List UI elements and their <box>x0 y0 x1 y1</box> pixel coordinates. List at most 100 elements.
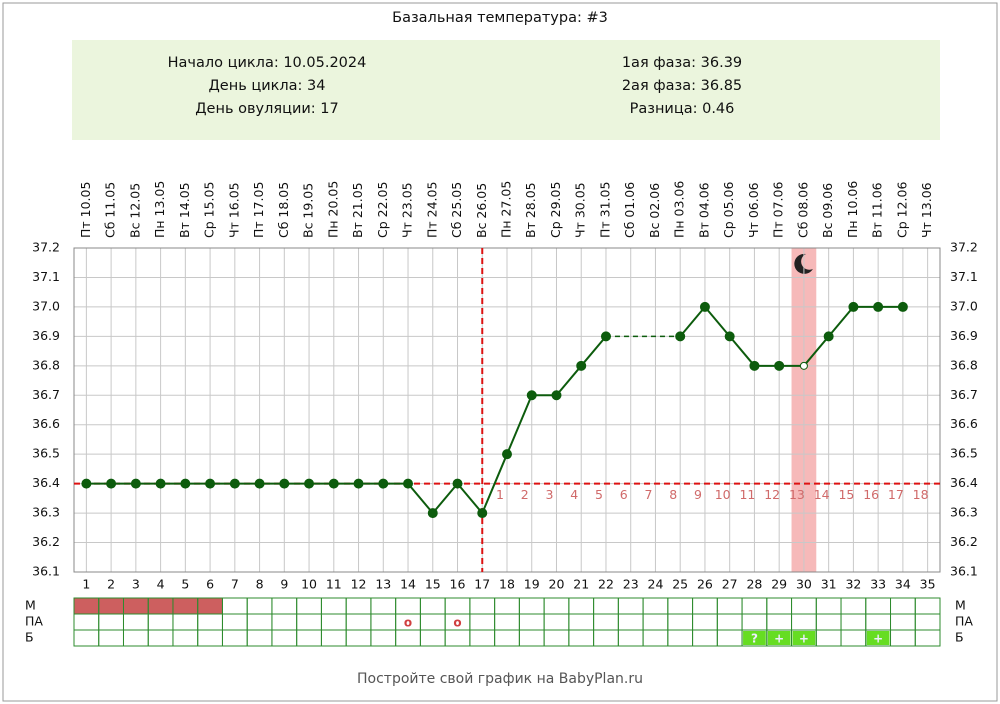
row-cell <box>593 597 619 615</box>
row-cell <box>98 613 124 631</box>
row-cell <box>444 629 471 647</box>
row-cell <box>593 629 619 647</box>
row-cell <box>766 613 793 631</box>
row-cell <box>791 613 817 631</box>
x-tick-label: 22 <box>598 577 614 592</box>
row-fill <box>123 598 149 614</box>
y-tick-label: 36.4 <box>32 475 60 490</box>
row-mark: о <box>404 616 412 630</box>
row-cell <box>246 613 273 631</box>
date-label: Чт 23.05 <box>400 182 415 238</box>
row-cell <box>395 629 421 647</box>
date-label: Ср 05.06 <box>721 182 736 238</box>
row-cell <box>642 629 669 647</box>
temperature-point <box>799 361 808 370</box>
row-mark: + <box>799 632 809 646</box>
row-fill <box>148 598 173 614</box>
temperature-point <box>774 360 785 371</box>
row-cell <box>865 613 892 631</box>
row-cell <box>543 597 570 615</box>
temperature-point <box>551 390 562 401</box>
x-tick-label: 14 <box>400 577 416 592</box>
temperature-point <box>279 478 290 489</box>
phase2-day: 12 <box>764 487 780 502</box>
row-mark-bg <box>767 631 791 645</box>
row-cell <box>345 597 372 615</box>
row-cell <box>642 597 669 615</box>
row-mark-bg <box>743 631 766 645</box>
x-tick-label: 1 <box>82 577 90 592</box>
temperature-point <box>304 478 315 489</box>
date-label: Чт 06.06 <box>746 182 761 238</box>
x-tick-label: 30 <box>796 577 812 592</box>
row-cell <box>172 629 199 647</box>
row-cell <box>617 597 644 615</box>
x-tick-label: 33 <box>870 577 886 592</box>
x-tick-label: 9 <box>280 577 288 592</box>
row-cell <box>271 629 298 647</box>
temperature-line <box>679 305 903 367</box>
row-mark: ? <box>751 632 758 646</box>
row-cell <box>122 629 149 647</box>
date-label: Сб 18.05 <box>276 182 291 238</box>
date-label: Сб 11.05 <box>103 182 118 238</box>
x-tick-label: 32 <box>845 577 861 592</box>
row-cell <box>518 597 545 615</box>
x-tick-label: 20 <box>549 577 565 592</box>
x-tick-label: 23 <box>623 577 639 592</box>
row-cell <box>593 613 619 631</box>
row-cell <box>667 629 694 647</box>
date-label: Сб 08.06 <box>795 182 810 238</box>
temperature-point <box>576 360 587 371</box>
date-label: Ср 15.05 <box>202 182 217 238</box>
row-cell <box>147 613 174 631</box>
date-label: Пт 24.05 <box>424 182 439 238</box>
row-cell <box>815 613 842 631</box>
date-label: Вт 28.05 <box>523 182 538 238</box>
row-cell <box>444 597 471 615</box>
row-cell <box>914 613 941 631</box>
temperature-point <box>378 478 389 489</box>
temperature-point <box>897 301 908 312</box>
row-cell <box>246 629 273 647</box>
y-tick-label-right: 36.9 <box>950 328 978 343</box>
phase2-day: 1 <box>496 487 504 502</box>
phase2-day: 11 <box>739 487 755 502</box>
phase2-day: 14 <box>814 487 830 502</box>
x-tick-label: 25 <box>672 577 688 592</box>
row-cell <box>667 597 694 615</box>
row-cell <box>766 597 793 615</box>
y-tick-label: 37.1 <box>32 269 60 284</box>
temperature-line <box>86 335 607 515</box>
row-cell <box>370 613 397 631</box>
y-tick-label: 36.3 <box>32 505 60 520</box>
row-cell <box>73 613 100 631</box>
row-mark-bg <box>866 631 890 645</box>
row-cell <box>617 629 644 647</box>
row-mark-bg <box>792 631 816 645</box>
row-cell <box>221 629 248 647</box>
summary-text: 2ая фаза: 36.85 <box>621 78 743 94</box>
date-label: Вс 19.05 <box>301 183 316 238</box>
row-cell <box>914 629 941 647</box>
y-tick-label-right: 36.8 <box>950 357 978 372</box>
row-cell <box>370 629 397 647</box>
date-label: Пн 27.05 <box>499 181 514 238</box>
row-mark: о <box>453 616 461 630</box>
y-tick-label-right: 36.5 <box>950 446 978 461</box>
temperature-point <box>873 301 884 312</box>
phase2-day: 2 <box>521 487 529 502</box>
x-tick-label: 4 <box>157 577 165 592</box>
row-cell <box>370 597 397 615</box>
row-cell <box>221 597 248 615</box>
y-tick-label: 36.2 <box>32 534 60 549</box>
date-label: Вт 14.05 <box>177 182 192 238</box>
row-mark: + <box>774 632 784 646</box>
row-cell <box>147 629 174 647</box>
x-tick-label: 24 <box>648 577 664 592</box>
x-tick-label: 15 <box>425 577 441 592</box>
row-cell <box>865 597 892 615</box>
row-cell <box>320 613 347 631</box>
date-label: Ср 12.06 <box>894 182 909 238</box>
